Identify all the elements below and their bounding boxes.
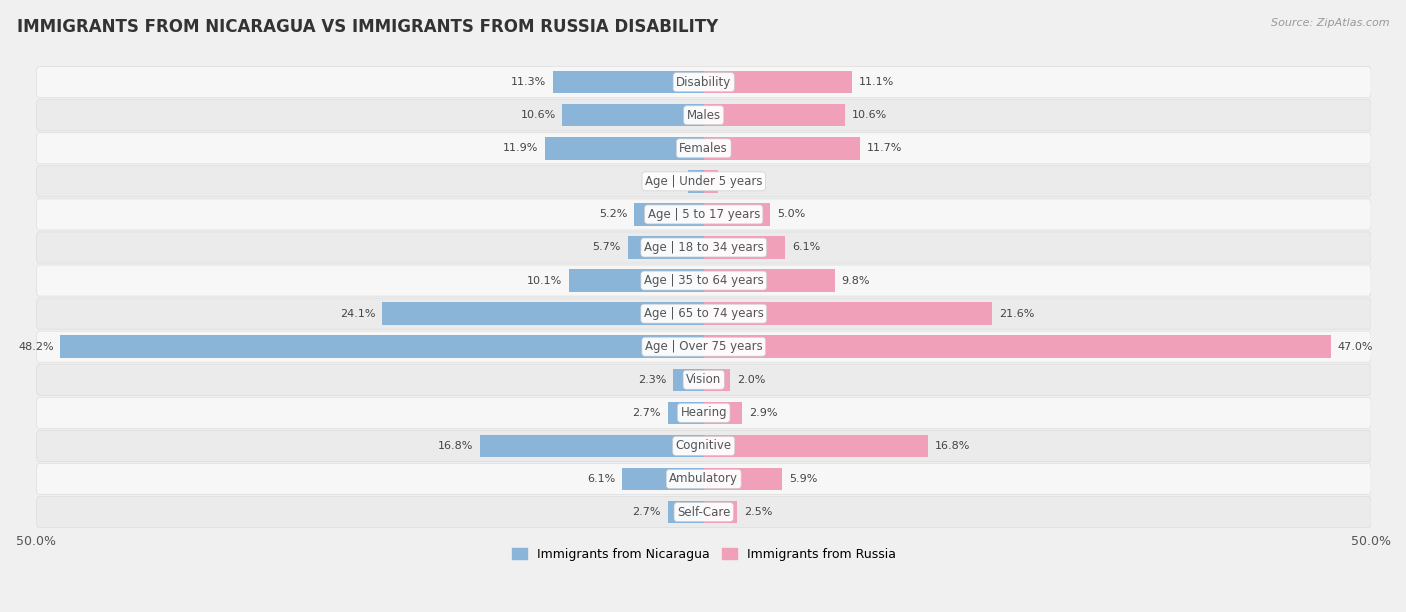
Bar bbox=[553, 71, 704, 94]
FancyBboxPatch shape bbox=[37, 67, 1371, 98]
Text: 2.0%: 2.0% bbox=[737, 375, 765, 385]
Text: 9.8%: 9.8% bbox=[841, 275, 870, 286]
Text: Age | Under 5 years: Age | Under 5 years bbox=[645, 175, 762, 188]
Text: 2.5%: 2.5% bbox=[744, 507, 772, 517]
Text: Ambulatory: Ambulatory bbox=[669, 472, 738, 485]
Text: Males: Males bbox=[686, 109, 721, 122]
Text: 21.6%: 21.6% bbox=[998, 308, 1033, 319]
Text: 11.3%: 11.3% bbox=[510, 77, 547, 87]
Bar bbox=[673, 368, 704, 391]
Text: Cognitive: Cognitive bbox=[676, 439, 731, 452]
Text: 6.1%: 6.1% bbox=[588, 474, 616, 484]
Bar bbox=[60, 335, 704, 358]
Bar bbox=[704, 137, 860, 160]
Text: 16.8%: 16.8% bbox=[437, 441, 472, 451]
Bar bbox=[704, 468, 783, 490]
Legend: Immigrants from Nicaragua, Immigrants from Russia: Immigrants from Nicaragua, Immigrants fr… bbox=[506, 543, 901, 566]
Text: 16.8%: 16.8% bbox=[935, 441, 970, 451]
Bar bbox=[704, 203, 770, 226]
Bar bbox=[688, 170, 704, 193]
Text: 2.7%: 2.7% bbox=[633, 507, 661, 517]
Bar bbox=[704, 71, 852, 94]
Bar bbox=[704, 236, 785, 259]
Text: 11.1%: 11.1% bbox=[859, 77, 894, 87]
Bar bbox=[479, 435, 704, 457]
Bar bbox=[704, 368, 731, 391]
Text: Vision: Vision bbox=[686, 373, 721, 386]
Text: Source: ZipAtlas.com: Source: ZipAtlas.com bbox=[1271, 18, 1389, 28]
Text: Disability: Disability bbox=[676, 76, 731, 89]
FancyBboxPatch shape bbox=[37, 133, 1371, 164]
Bar bbox=[704, 335, 1331, 358]
Bar bbox=[704, 269, 835, 292]
FancyBboxPatch shape bbox=[37, 232, 1371, 263]
Text: Age | 5 to 17 years: Age | 5 to 17 years bbox=[648, 208, 759, 221]
Text: 5.9%: 5.9% bbox=[789, 474, 817, 484]
Text: 10.1%: 10.1% bbox=[527, 275, 562, 286]
FancyBboxPatch shape bbox=[37, 331, 1371, 362]
Text: 10.6%: 10.6% bbox=[852, 110, 887, 120]
FancyBboxPatch shape bbox=[37, 199, 1371, 230]
Text: 2.9%: 2.9% bbox=[749, 408, 778, 418]
Text: Females: Females bbox=[679, 142, 728, 155]
FancyBboxPatch shape bbox=[37, 298, 1371, 329]
Text: 11.9%: 11.9% bbox=[503, 143, 538, 153]
Bar bbox=[704, 302, 993, 325]
FancyBboxPatch shape bbox=[37, 166, 1371, 197]
Text: 5.2%: 5.2% bbox=[599, 209, 627, 220]
Text: 6.1%: 6.1% bbox=[792, 242, 820, 253]
Bar bbox=[623, 468, 704, 490]
Bar bbox=[704, 104, 845, 127]
FancyBboxPatch shape bbox=[37, 100, 1371, 131]
Bar bbox=[627, 236, 704, 259]
Text: 24.1%: 24.1% bbox=[340, 308, 375, 319]
Text: 48.2%: 48.2% bbox=[18, 341, 53, 352]
Bar bbox=[382, 302, 704, 325]
Text: Self-Care: Self-Care bbox=[678, 506, 731, 518]
Text: Age | 65 to 74 years: Age | 65 to 74 years bbox=[644, 307, 763, 320]
Text: 2.7%: 2.7% bbox=[633, 408, 661, 418]
Text: Age | 35 to 64 years: Age | 35 to 64 years bbox=[644, 274, 763, 287]
Text: 47.0%: 47.0% bbox=[1337, 341, 1374, 352]
Bar bbox=[668, 401, 704, 424]
FancyBboxPatch shape bbox=[37, 265, 1371, 296]
FancyBboxPatch shape bbox=[37, 397, 1371, 428]
Text: 1.1%: 1.1% bbox=[725, 176, 754, 187]
Text: 10.6%: 10.6% bbox=[520, 110, 555, 120]
Text: 2.3%: 2.3% bbox=[638, 375, 666, 385]
Bar bbox=[704, 501, 737, 523]
Bar bbox=[704, 435, 928, 457]
FancyBboxPatch shape bbox=[37, 463, 1371, 494]
Bar bbox=[704, 170, 718, 193]
Text: 5.7%: 5.7% bbox=[592, 242, 621, 253]
Text: 1.2%: 1.2% bbox=[652, 176, 681, 187]
Bar bbox=[668, 501, 704, 523]
Text: IMMIGRANTS FROM NICARAGUA VS IMMIGRANTS FROM RUSSIA DISABILITY: IMMIGRANTS FROM NICARAGUA VS IMMIGRANTS … bbox=[17, 18, 718, 36]
Bar bbox=[562, 104, 704, 127]
Bar bbox=[569, 269, 704, 292]
Bar bbox=[546, 137, 704, 160]
FancyBboxPatch shape bbox=[37, 364, 1371, 395]
FancyBboxPatch shape bbox=[37, 430, 1371, 461]
Text: Hearing: Hearing bbox=[681, 406, 727, 419]
Text: Age | 18 to 34 years: Age | 18 to 34 years bbox=[644, 241, 763, 254]
FancyBboxPatch shape bbox=[37, 496, 1371, 528]
Text: 11.7%: 11.7% bbox=[866, 143, 901, 153]
Text: Age | Over 75 years: Age | Over 75 years bbox=[645, 340, 762, 353]
Bar bbox=[634, 203, 704, 226]
Bar bbox=[704, 401, 742, 424]
Text: 5.0%: 5.0% bbox=[778, 209, 806, 220]
